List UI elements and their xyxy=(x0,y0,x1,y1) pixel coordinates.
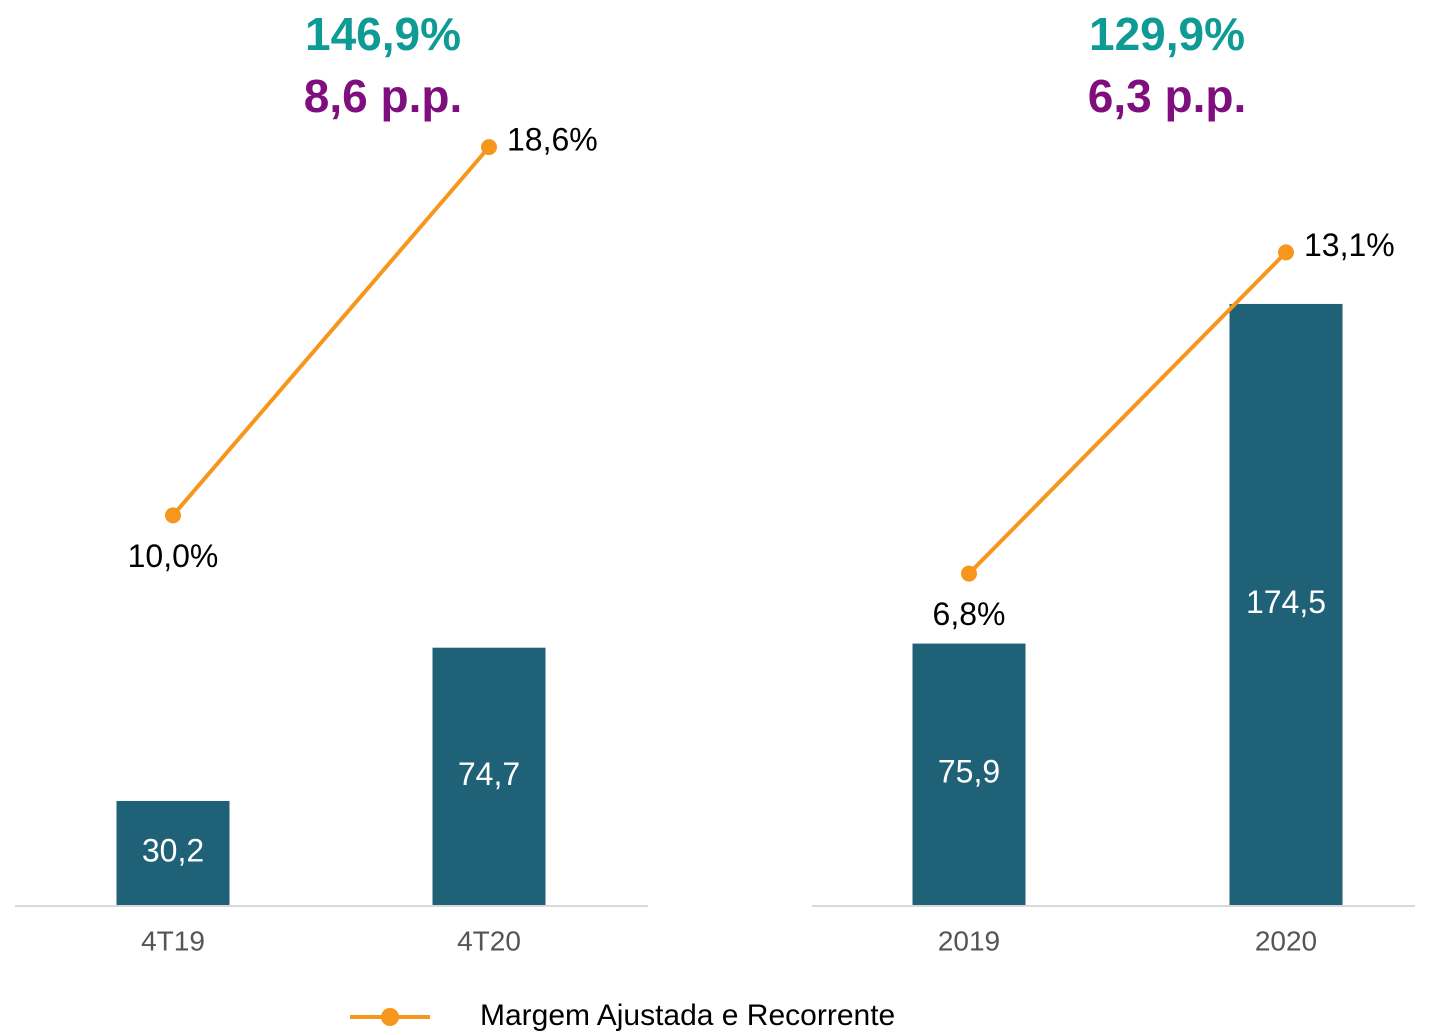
line-point xyxy=(961,565,977,582)
annotation: 8,6 p.p. xyxy=(304,70,462,122)
line xyxy=(171,145,491,517)
line-point xyxy=(1278,244,1294,261)
line-value-label: 13,1% xyxy=(1304,227,1395,263)
line xyxy=(967,250,1288,575)
bar xyxy=(912,643,1026,905)
annotation: 146,9% xyxy=(305,8,461,60)
line-point xyxy=(481,139,497,156)
bar xyxy=(432,647,546,905)
x-tick-label: 4T19 xyxy=(141,925,205,956)
line-point xyxy=(165,507,181,524)
annotation: 6,3 p.p. xyxy=(1088,70,1246,122)
x-tick-label: 2019 xyxy=(938,925,1000,956)
line-value-label: 18,6% xyxy=(507,122,598,158)
line-value-label: 6,8% xyxy=(933,596,1006,632)
x-tick-label: 2020 xyxy=(1255,925,1317,956)
bar xyxy=(1229,303,1343,905)
x-tick-label: 4T20 xyxy=(457,925,521,956)
bar-value-label: 174,5 xyxy=(1246,584,1326,620)
legend-marker xyxy=(381,1008,399,1026)
annotation: 129,9% xyxy=(1089,8,1245,60)
bar-value-label: 75,9 xyxy=(938,754,1000,790)
legend-label: Margem Ajustada e Recorrente xyxy=(480,999,895,1032)
bar xyxy=(116,800,230,905)
bar-value-label: 74,7 xyxy=(458,756,520,792)
line-value-label: 10,0% xyxy=(128,538,219,574)
bar-value-label: 30,2 xyxy=(142,832,204,868)
